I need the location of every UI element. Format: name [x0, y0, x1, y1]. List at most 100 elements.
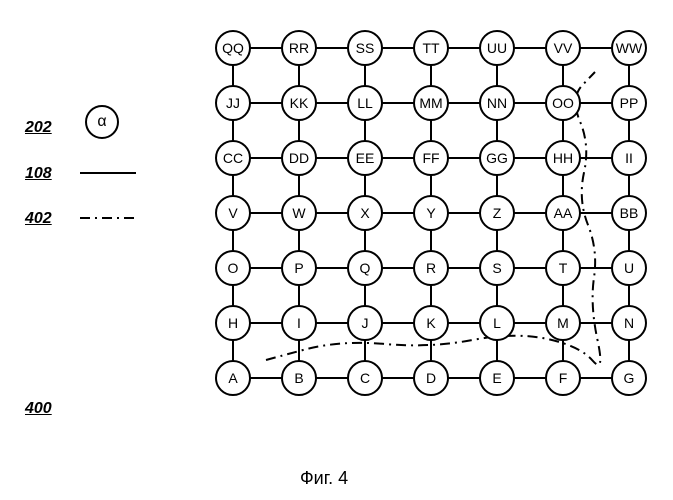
node-P: P	[281, 250, 317, 286]
node-label: RR	[289, 40, 309, 56]
node-label: D	[426, 370, 436, 386]
node-C: C	[347, 360, 383, 396]
node-F: F	[545, 360, 581, 396]
node-M: M	[545, 305, 581, 341]
node-I: I	[281, 305, 317, 341]
node-NN: NN	[479, 85, 515, 121]
node-label: R	[426, 260, 436, 276]
node-KK: KK	[281, 85, 317, 121]
node-label: Z	[493, 205, 502, 221]
node-S: S	[479, 250, 515, 286]
node-U: U	[611, 250, 647, 286]
node-SS: SS	[347, 30, 383, 66]
node-G: G	[611, 360, 647, 396]
node-O: O	[215, 250, 251, 286]
node-JJ: JJ	[215, 85, 251, 121]
node-CC: CC	[215, 140, 251, 176]
node-LL: LL	[347, 85, 383, 121]
node-AA: AA	[545, 195, 581, 231]
node-label: G	[624, 370, 635, 386]
path-overlay	[0, 0, 673, 500]
legend-node-alpha: α	[85, 105, 119, 139]
node-label: DD	[289, 150, 309, 166]
node-label: S	[492, 260, 501, 276]
node-label: V	[228, 205, 237, 221]
node-VV: VV	[545, 30, 581, 66]
node-label: HH	[553, 150, 573, 166]
node-label: P	[294, 260, 303, 276]
node-label: I	[297, 315, 301, 331]
node-label: L	[493, 315, 501, 331]
node-label: QQ	[222, 40, 244, 56]
node-label: O	[228, 260, 239, 276]
node-TT: TT	[413, 30, 449, 66]
node-label: SS	[356, 40, 375, 56]
figure-caption: Фиг. 4	[300, 468, 348, 489]
node-D: D	[413, 360, 449, 396]
node-label: WW	[616, 40, 642, 56]
node-HH: HH	[545, 140, 581, 176]
node-label: Q	[360, 260, 371, 276]
diagram-canvas: 202 α 108 402 400 Фиг. 4 QQ RR SS TT UU VV WW J…	[0, 0, 673, 500]
node-K: K	[413, 305, 449, 341]
node-label: B	[294, 370, 303, 386]
node-V: V	[215, 195, 251, 231]
node-OO: OO	[545, 85, 581, 121]
node-label: GG	[486, 150, 508, 166]
node-QQ: QQ	[215, 30, 251, 66]
node-label: Y	[426, 205, 435, 221]
node-N: N	[611, 305, 647, 341]
node-label: NN	[487, 95, 507, 111]
node-label: U	[624, 260, 634, 276]
node-label: E	[492, 370, 501, 386]
node-label: OO	[552, 95, 574, 111]
node-FF: FF	[413, 140, 449, 176]
node-BB: BB	[611, 195, 647, 231]
node-EE: EE	[347, 140, 383, 176]
node-label: TT	[422, 40, 439, 56]
node-WW: WW	[611, 30, 647, 66]
legend-solid-line	[80, 172, 136, 174]
node-R: R	[413, 250, 449, 286]
node-label: C	[360, 370, 370, 386]
node-DD: DD	[281, 140, 317, 176]
node-label: AA	[554, 205, 573, 221]
node-MM: MM	[413, 85, 449, 121]
node-label: M	[557, 315, 569, 331]
node-label: MM	[419, 95, 442, 111]
node-label: FF	[422, 150, 439, 166]
legend-ref-202: 202	[25, 119, 52, 137]
node-label: W	[292, 205, 305, 221]
node-X: X	[347, 195, 383, 231]
node-label: CC	[223, 150, 243, 166]
node-label: F	[559, 370, 568, 386]
node-label: LL	[357, 95, 373, 111]
node-label: A	[228, 370, 237, 386]
node-label: VV	[554, 40, 573, 56]
legend-ref-108: 108	[25, 165, 52, 183]
ref-400: 400	[25, 400, 52, 418]
node-Q: Q	[347, 250, 383, 286]
node-E: E	[479, 360, 515, 396]
node-UU: UU	[479, 30, 515, 66]
node-B: B	[281, 360, 317, 396]
node-label: II	[625, 150, 633, 166]
node-label: JJ	[226, 95, 240, 111]
node-A: A	[215, 360, 251, 396]
node-label: EE	[356, 150, 375, 166]
legend-ref-402: 402	[25, 210, 52, 228]
node-J: J	[347, 305, 383, 341]
node-label: N	[624, 315, 634, 331]
node-label: X	[360, 205, 369, 221]
node-label: PP	[620, 95, 639, 111]
node-label: UU	[487, 40, 507, 56]
node-label: H	[228, 315, 238, 331]
node-GG: GG	[479, 140, 515, 176]
node-PP: PP	[611, 85, 647, 121]
node-L: L	[479, 305, 515, 341]
node-label: KK	[290, 95, 309, 111]
node-label: T	[559, 260, 568, 276]
node-Y: Y	[413, 195, 449, 231]
node-label: J	[362, 315, 369, 331]
node-T: T	[545, 250, 581, 286]
